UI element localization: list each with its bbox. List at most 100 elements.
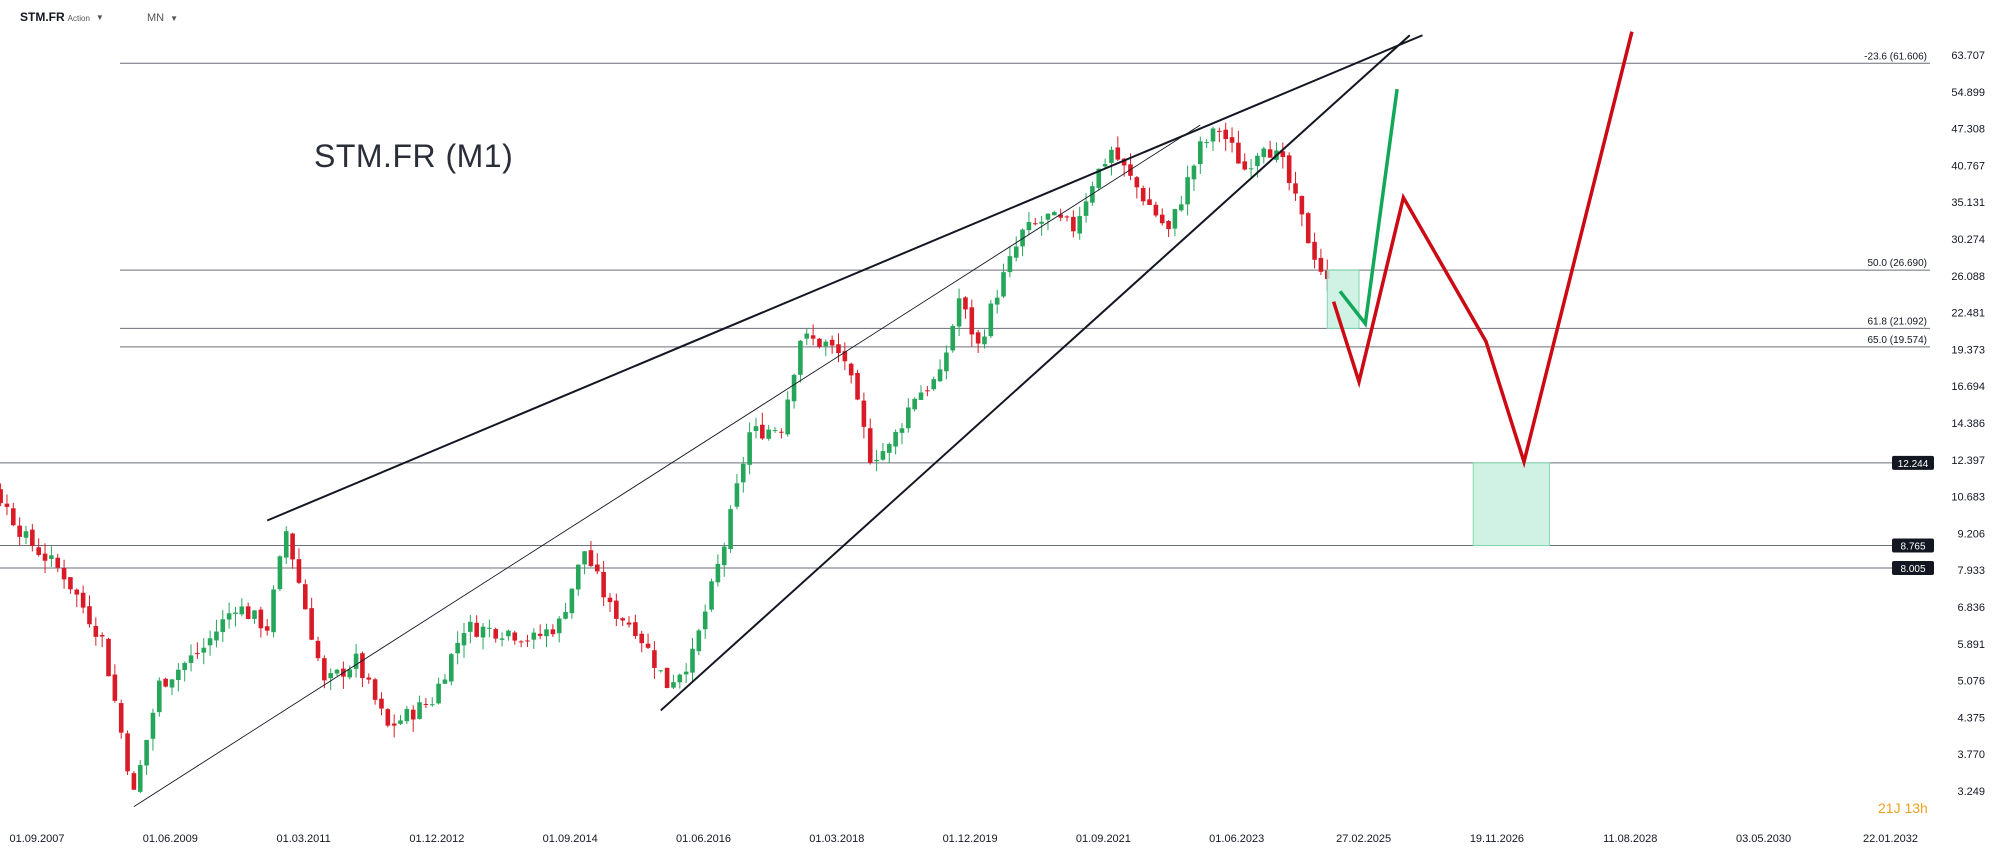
symbol-selector[interactable]: STM.FR Action ▼	[20, 10, 104, 24]
time-axis[interactable]: 01.09.2007 01.06.2009 01.03.2011 01.12.2012…	[9, 833, 1918, 845]
y-tick-label: 12.397	[1951, 455, 1985, 467]
candle	[87, 606, 92, 625]
candle	[747, 432, 752, 465]
candle	[163, 678, 168, 687]
candle	[455, 642, 460, 654]
candle	[176, 669, 181, 680]
candlestick-series	[0, 122, 1330, 794]
candle	[353, 653, 359, 669]
candle	[499, 638, 505, 640]
candle	[80, 592, 86, 608]
price-axis[interactable]: 63.707 54.899 47.308 40.767 35.131 30.274 26.0…	[1951, 50, 1985, 798]
candle	[157, 680, 162, 713]
candle	[1096, 168, 1102, 188]
candle	[880, 451, 886, 460]
candle	[512, 632, 518, 641]
x-tick-label: 01.06.2023	[1209, 833, 1264, 845]
candle	[233, 612, 238, 614]
candle	[1299, 195, 1305, 215]
y-tick-label: 7.933	[1957, 565, 1985, 577]
candle	[842, 351, 848, 362]
candle	[810, 335, 816, 339]
candle	[537, 633, 543, 636]
candle	[963, 297, 968, 310]
horizontal-levels: -23.6 (61.606) 50.0 (26.690) 61.8 (21.092)…	[0, 51, 1934, 575]
candle	[182, 662, 187, 671]
candle	[4, 503, 10, 507]
candle	[11, 508, 16, 526]
candle	[969, 307, 975, 335]
candle	[614, 600, 619, 619]
candle	[950, 326, 956, 351]
candle	[550, 629, 556, 635]
x-tick-label: 01.09.2014	[543, 833, 598, 845]
candle	[569, 588, 575, 614]
candle	[417, 702, 422, 719]
candle	[1058, 214, 1063, 218]
candle	[461, 633, 467, 646]
candle	[886, 444, 892, 453]
candle	[982, 336, 987, 345]
x-tick-label: 01.06.2009	[143, 833, 198, 845]
candle	[594, 564, 600, 572]
x-tick-label: 03.05.2030	[1736, 833, 1791, 845]
candle	[1229, 137, 1235, 143]
candle	[791, 374, 797, 402]
chevron-down-icon[interactable]: ▼	[170, 13, 179, 23]
y-tick-label: 63.707	[1951, 50, 1985, 62]
candle	[944, 352, 949, 372]
y-tick-label: 14.386	[1951, 418, 1985, 430]
candle	[1261, 148, 1267, 158]
x-tick-label: 01.03.2011	[276, 833, 330, 845]
candle	[385, 709, 391, 726]
candle	[366, 677, 372, 680]
candle	[55, 557, 61, 568]
candle	[1280, 151, 1286, 158]
candle	[49, 555, 54, 559]
candle	[906, 407, 911, 429]
target-zone	[1472, 462, 1550, 547]
candle	[620, 618, 625, 621]
candle	[1172, 209, 1178, 229]
interval-selector[interactable]: MN ▼	[147, 12, 178, 24]
candle	[112, 674, 118, 701]
x-tick-label: 01.12.2012	[409, 833, 464, 845]
candle	[1032, 223, 1038, 225]
candle	[23, 531, 29, 538]
candle	[296, 559, 302, 583]
candle	[861, 400, 867, 427]
projection-paths	[1331, 31, 1634, 469]
candle	[1267, 149, 1273, 158]
candle	[1052, 212, 1057, 216]
candle	[271, 589, 276, 633]
candle	[721, 546, 727, 566]
chevron-down-icon[interactable]: ▼	[95, 13, 104, 23]
x-tick-label: 01.09.2021	[1076, 833, 1131, 845]
candle	[493, 629, 499, 639]
level-label: 65.0 (19.574)	[1868, 335, 1928, 346]
level-label: 50.0 (26.690)	[1868, 258, 1928, 269]
candle	[360, 653, 365, 679]
candle	[125, 733, 130, 772]
candle	[328, 673, 333, 679]
candle	[207, 638, 213, 646]
candle	[195, 653, 200, 655]
y-tick-label: 3.249	[1957, 786, 1985, 798]
candle	[1159, 214, 1165, 224]
candle	[1305, 213, 1311, 244]
candle	[74, 589, 80, 595]
candle	[379, 698, 384, 709]
candle	[398, 720, 403, 724]
candle	[1007, 256, 1013, 273]
candle	[988, 303, 994, 337]
symbol-type: Action	[67, 14, 90, 23]
candle	[106, 638, 111, 677]
candle	[1039, 221, 1044, 224]
candle	[188, 655, 194, 663]
x-tick-label: 11.08.2028	[1603, 833, 1657, 845]
candle	[258, 609, 264, 629]
candle	[607, 597, 613, 603]
candle	[912, 398, 917, 410]
bar-countdown: 21J 13h	[1878, 800, 1928, 816]
